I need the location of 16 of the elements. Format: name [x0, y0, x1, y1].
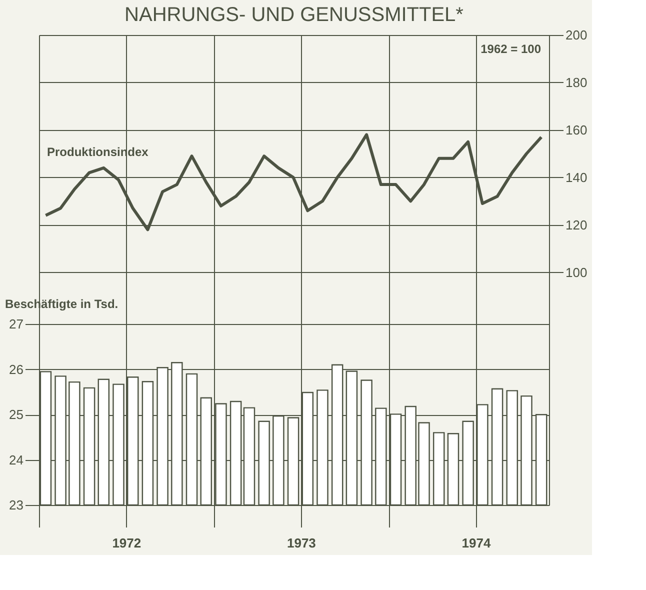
x-tick-label: 1974	[462, 536, 492, 550]
y-tick-label: 23	[9, 498, 24, 512]
y2-tick-label: 160	[566, 122, 588, 138]
y-tick-label: 24	[9, 452, 24, 468]
annotation: 1962 = 100	[480, 42, 542, 56]
y2-tick-label: 120	[566, 217, 588, 232]
y2-tick-label: 200	[566, 28, 588, 42]
y2-tick-label: 100	[566, 264, 588, 280]
y2-tick-label: 180	[566, 74, 588, 90]
y-tick-label: 26	[9, 362, 24, 377]
x-tick-label: 1973	[286, 536, 316, 550]
x-tick-label: 1972	[112, 536, 142, 550]
y-tick-label: 25	[9, 407, 24, 422]
y2-tick-label: 140	[566, 170, 588, 185]
chart-title: NAHRUNGS- UND GENUSSMITTEL*	[124, 4, 464, 26]
y-tick-label: 27	[9, 316, 24, 332]
